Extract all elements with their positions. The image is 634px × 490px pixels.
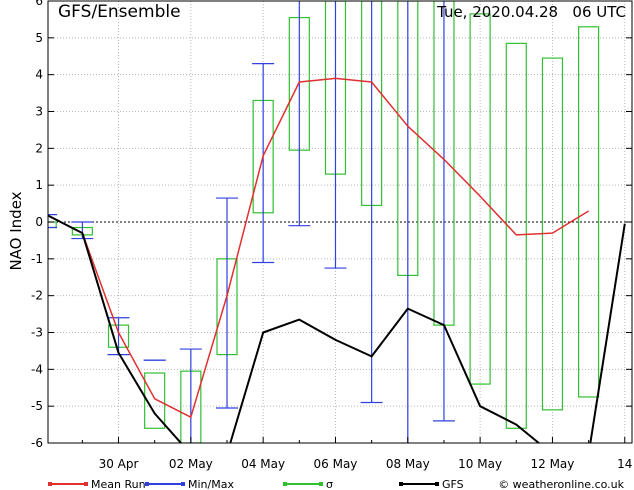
y-tick-label: 5: [35, 31, 43, 45]
y-tick-label: -3: [31, 326, 43, 340]
x-tick-label: 10 May: [458, 457, 502, 471]
x-tick-label: 14: [617, 457, 632, 471]
y-tick-label: 6: [35, 0, 43, 8]
y-tick-label: -2: [31, 289, 43, 303]
series-line-gfs: [45, 213, 626, 456]
legend: Mean Run Min/Max σ GFS: [48, 478, 464, 490]
y-tick-label: -4: [31, 362, 43, 376]
y-tick-label: 0: [35, 215, 43, 229]
y-tick-labels: -6 -5 -4 -3 -2 -1 0 1 2 3 4 5 6: [31, 0, 43, 450]
y-tick-label: 3: [35, 105, 43, 119]
legend-label: Min/Max: [188, 478, 234, 490]
legend-marker-right: [181, 482, 185, 486]
legend-marker-left: [283, 482, 287, 486]
y-axis-label: NAO Index: [7, 191, 25, 270]
sigma-box: [469, 13, 491, 385]
legend-marker-right: [435, 482, 439, 486]
legend-label: σ: [326, 478, 333, 490]
gridlines: [48, 1, 632, 443]
frame-mask-bottom: [0, 443, 634, 490]
frame-mask-left: [0, 0, 48, 490]
x-tick-label: 02 May: [169, 457, 213, 471]
x-tick-label: 08 May: [386, 457, 430, 471]
min-max-bars: [35, 1, 455, 443]
run-date-label: Tue, 2020.04.28 06 UTC: [436, 3, 626, 21]
legend-marker-right: [319, 482, 323, 486]
y-tick-label: 2: [35, 141, 43, 155]
x-tick-label: 12 May: [530, 457, 574, 471]
x-tick-labels: 30 Apr 02 May 04 May 06 May 08 May 10 May 12 M…: [99, 457, 633, 471]
legend-marker-left: [145, 482, 149, 486]
axes: [47, 0, 633, 444]
x-tick-label: 30 Apr: [99, 457, 139, 471]
legend-marker-left: [399, 482, 403, 486]
legend-marker-right: [84, 482, 88, 486]
y-tick-label: 4: [35, 68, 43, 82]
y-tick-label: -1: [31, 252, 43, 266]
series-lines: [45, 77, 626, 456]
credit-text: © weatheronline.co.uk: [498, 478, 624, 490]
y-tick-label: 1: [35, 178, 43, 192]
legend-label: GFS: [442, 478, 464, 490]
legend-label: Mean Run: [91, 478, 146, 490]
x-tick-label: 04 May: [241, 457, 285, 471]
y-tick-label: -5: [31, 399, 43, 413]
sigma-box: [144, 372, 166, 429]
x-tick-label: 06 May: [314, 457, 358, 471]
chart-title: GFS/Ensemble: [58, 2, 181, 22]
y-tick-label: -6: [31, 436, 43, 450]
legend-marker-left: [48, 482, 52, 486]
sigma-box: [505, 42, 527, 429]
series-line-mean-run: [45, 77, 589, 418]
sigma-box: [578, 26, 600, 398]
